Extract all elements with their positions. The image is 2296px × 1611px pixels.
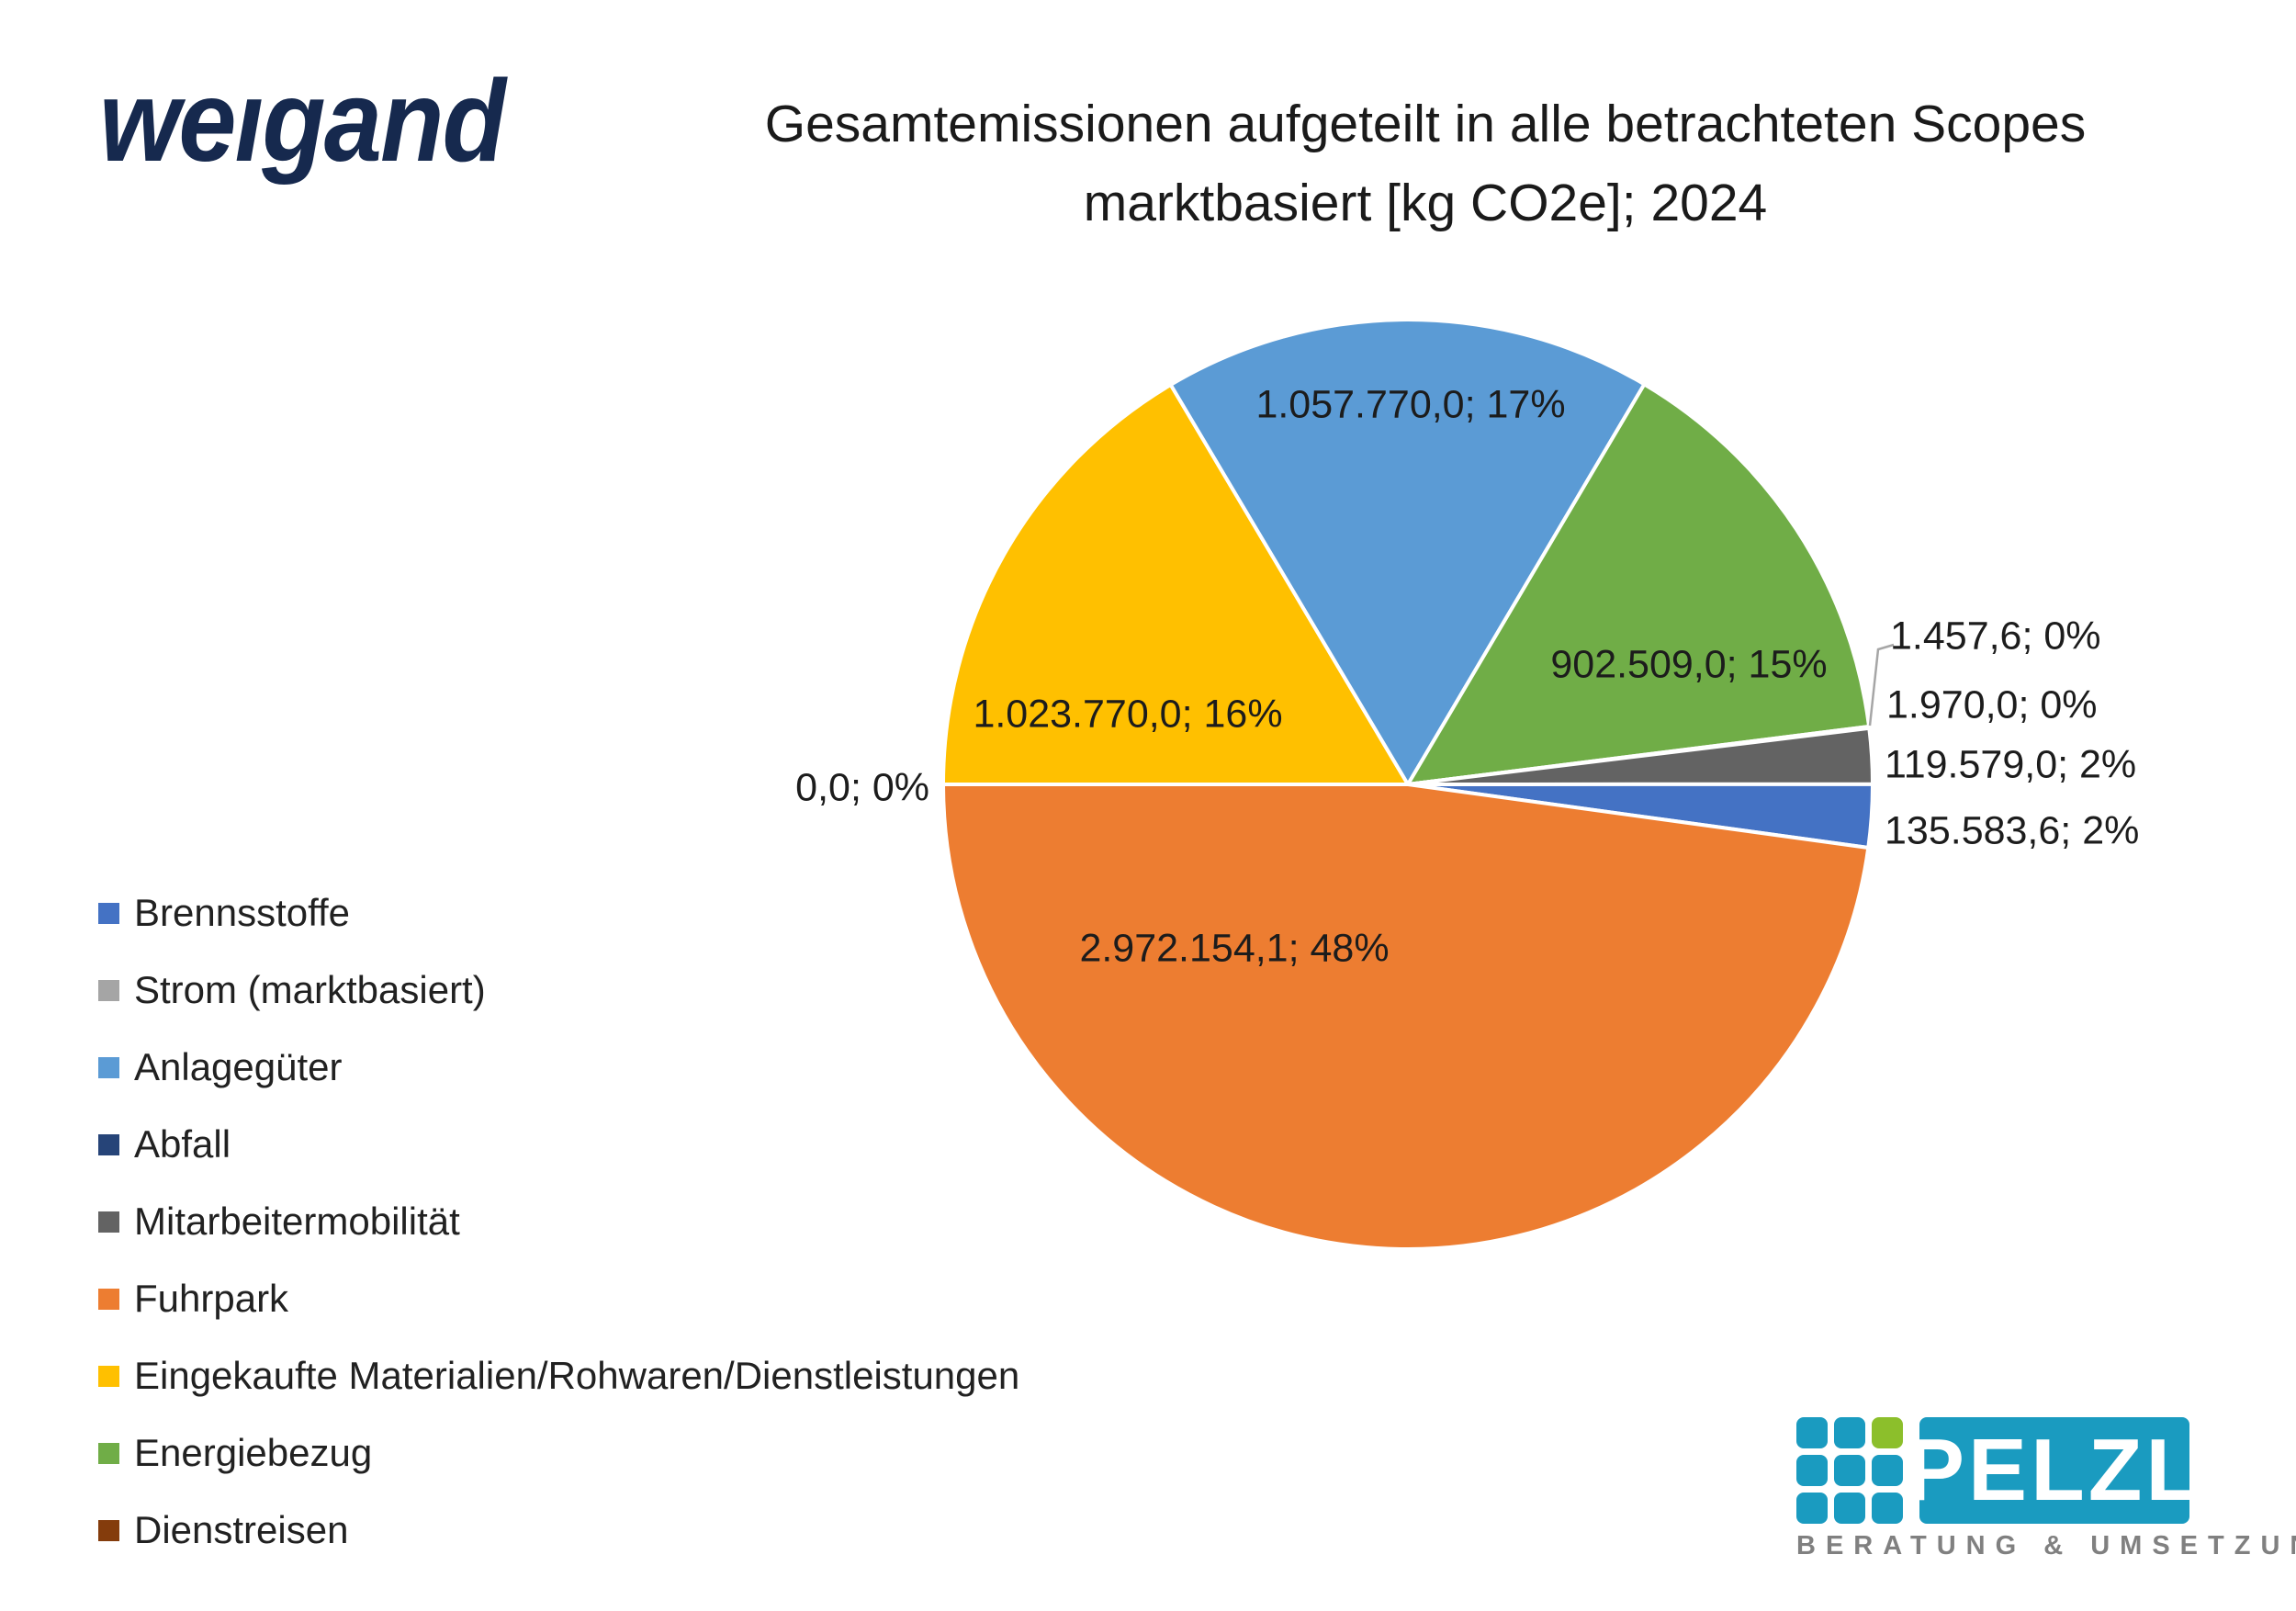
legend-label: Eingekaufte Materialien/Rohwaren/Dienstl… (134, 1354, 1020, 1397)
legend-swatch-icon (98, 1211, 119, 1233)
legend-item-strom-marktbasiert: Strom (marktbasiert) (98, 952, 1019, 1029)
pelzl-grid-icon (1796, 1417, 1903, 1524)
legend-item-brennsstoffe: Brennsstoffe (98, 874, 1019, 952)
legend-swatch-icon (98, 1442, 119, 1464)
pelzl-tile-teal (1872, 1455, 1903, 1486)
legend-swatch-icon (98, 1133, 119, 1155)
legend-label: Strom (marktbasiert) (134, 968, 486, 1011)
legend-swatch-icon (98, 902, 119, 924)
legend-item-fuhrpark: Fuhrpark (98, 1260, 1019, 1337)
data-label: 135.583,6; 2% (1885, 808, 2140, 853)
data-label: 119.579,0; 2% (1885, 742, 2137, 787)
legend-label: Dienstreisen (134, 1508, 349, 1551)
legend-swatch-icon (98, 1365, 119, 1387)
legend: Brennsstoffe Strom (marktbasiert) Anlagegü… (98, 874, 1019, 1569)
weigand-logo-i-stem: ı (234, 56, 264, 186)
weigand-logo-text-right: gand (262, 56, 505, 186)
legend-swatch-icon (98, 1056, 119, 1078)
legend-swatch-icon (98, 1519, 119, 1541)
legend-label: Fuhrpark (134, 1277, 289, 1320)
data-label: 1.023.770,0; 16% (973, 692, 1283, 737)
legend-item-dienstreisen: Dienstreisen (98, 1492, 1019, 1569)
legend-swatch-icon (98, 1288, 119, 1310)
legend-item-energiebezug: Energiebezug (98, 1414, 1019, 1492)
pelzl-tile-teal (1796, 1493, 1828, 1524)
weigand-logo-text-left: we (99, 56, 236, 186)
pelzl-tile-teal (1834, 1455, 1865, 1486)
legend-item-eingekaufte-materialien-rohwaren-dienstleistungen: Eingekaufte Materialien/Rohwaren/Dienstl… (98, 1337, 1019, 1414)
pelzl-brand: PELZL (1906, 1417, 2200, 1524)
data-label: 1.970,0; 0% (1886, 682, 2098, 727)
legend-label: Mitarbeitermobilität (134, 1200, 460, 1243)
data-label: 2.972.154,1; 48% (1079, 926, 1390, 971)
weigand-logo-i: ı (234, 56, 264, 186)
pelzl-tile-teal (1796, 1417, 1828, 1448)
legend-label: Energiebezug (134, 1431, 373, 1474)
legend-label: Abfall (134, 1122, 231, 1166)
chart-title-line2: marktbasiert [kg CO2e]; 2024 (1083, 174, 1768, 232)
data-label: 902.509,0; 15% (1550, 642, 1828, 687)
data-label: 1.057.770,0; 17% (1255, 382, 1566, 427)
pelzl-tile-teal (1834, 1493, 1865, 1524)
legend-swatch-icon (98, 979, 119, 1001)
pie-slice-anlageg-ter (1168, 318, 1647, 786)
pie-slice-energiebezug (1406, 382, 1872, 786)
weigand-logo: weı gand (99, 48, 529, 204)
pelzl-tagline: BERATUNG & UMSETZUNG (1796, 1531, 2296, 1560)
chart-title-line1: Gesamtemissionen aufgeteilt in alle betr… (764, 95, 2087, 153)
legend-item-abfall: Abfall (98, 1106, 1019, 1183)
pelzl-tile-teal (1872, 1493, 1903, 1524)
data-label: 0,0; 0% (795, 765, 929, 810)
pelzl-tile-teal (1834, 1417, 1865, 1448)
leader-line (1868, 643, 1895, 727)
legend-item-anlageg-ter: Anlagegüter (98, 1029, 1019, 1106)
pelzl-tile-teal (1796, 1455, 1828, 1486)
legend-label: Brennsstoffe (134, 891, 351, 934)
data-label: 1.457,6; 0% (1890, 614, 2101, 659)
pie-slice-eingekaufte-materialien-rohwaren-dienstleistungen (941, 382, 1410, 786)
pelzl-tile-green (1872, 1417, 1903, 1448)
pie-slice-fuhrpark (941, 783, 1871, 1252)
legend-item-mitarbeitermobilit-t: Mitarbeitermobilität (98, 1183, 1019, 1260)
chart-title: Gesamtemissionen aufgeteilt in alle betr… (553, 84, 2296, 242)
legend-label: Anlagegüter (134, 1045, 343, 1088)
